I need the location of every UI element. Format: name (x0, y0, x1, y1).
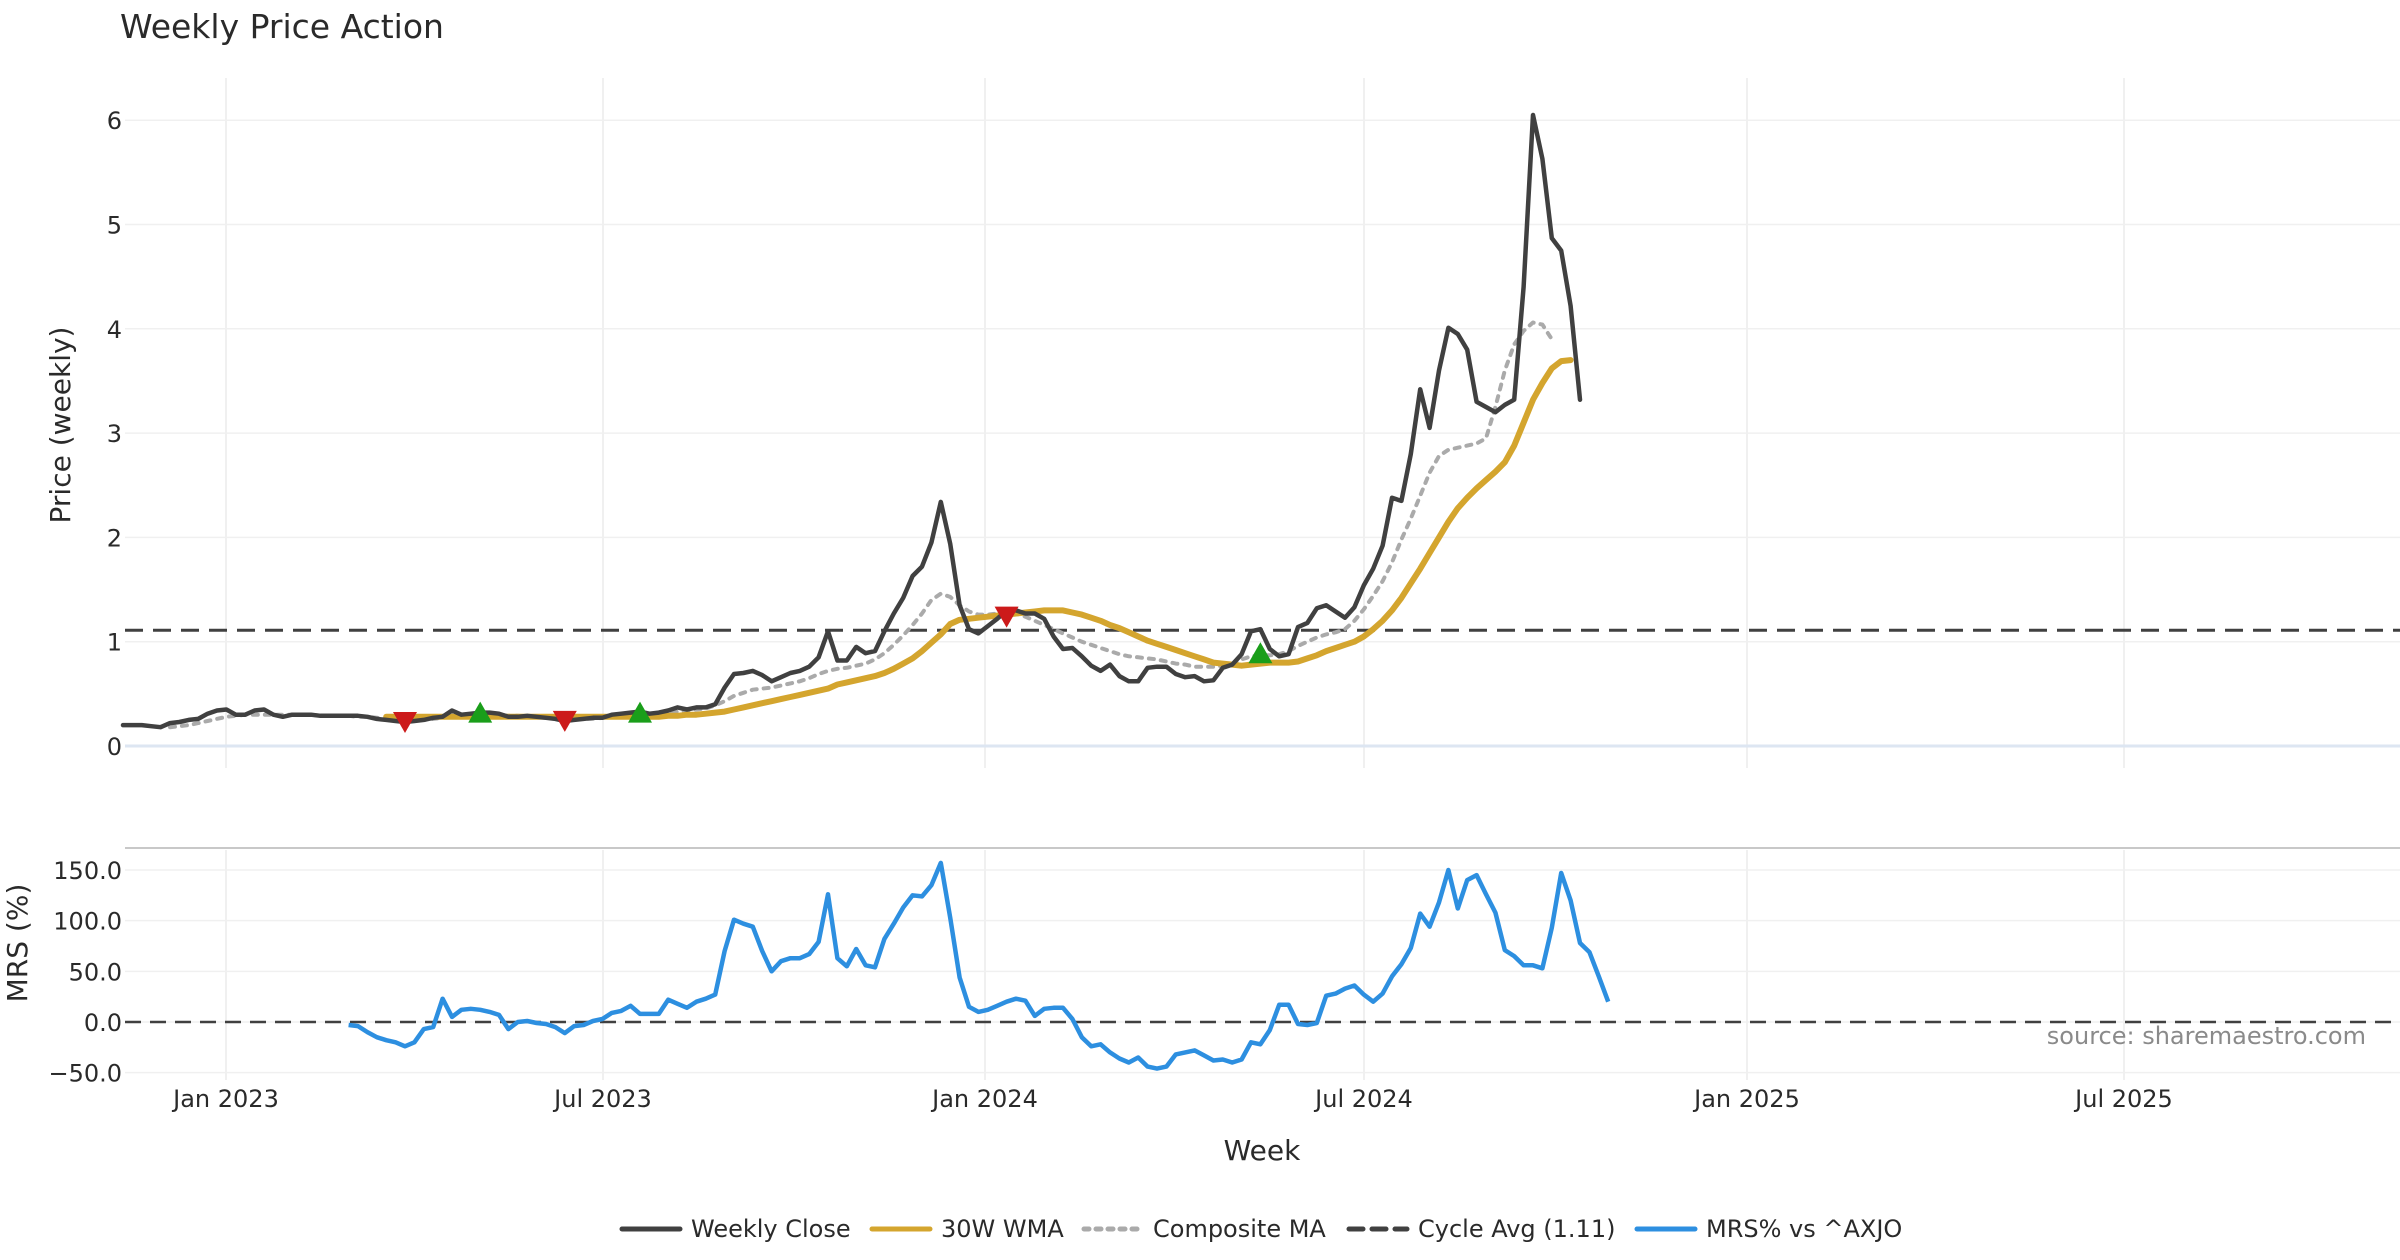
price-gridlines (125, 78, 2400, 768)
buy-signal-marker (468, 701, 493, 723)
x-tick-label: Jul 2024 (1313, 1085, 1413, 1113)
legend-30w-wma-label: 30W WMA (941, 1215, 1064, 1243)
series-30w-wma (383, 357, 1574, 720)
source-note: source: sharemaestro.com (2047, 1022, 2366, 1050)
chart-title: Weekly Price Action (120, 7, 444, 46)
sell-signal-marker (552, 710, 577, 732)
x-tick-label: Jan 2024 (930, 1085, 1038, 1113)
mrs-y-axis: 150.0 100.0 50.0 0.0 −50.0 (48, 857, 122, 1088)
mrs-series-group (348, 860, 1611, 1071)
price-y-tick-label: 4 (107, 316, 122, 344)
buy-signal-marker (1248, 642, 1273, 664)
x-tick-label: Jul 2023 (552, 1085, 652, 1113)
buy-signal-marker (628, 701, 652, 723)
mrs-y-tick-label: 50.0 (69, 958, 122, 986)
signal-markers (393, 606, 1273, 733)
x-tick-label: Jan 2025 (1692, 1085, 1800, 1113)
legend: Weekly Close 30W WMA Composite MA Cycle Avg… (619, 1215, 1902, 1243)
price-y-tick-label: 3 (107, 420, 122, 448)
price-y-tick-label: 6 (107, 107, 122, 135)
series-weekly-close (120, 112, 1583, 730)
price-y-axis: 0 1 2 3 4 5 6 (107, 107, 122, 761)
sell-signal-marker (994, 606, 1019, 628)
sell-signal-marker (393, 711, 417, 733)
series-mrs (348, 860, 1611, 1071)
mrs-y-axis-title: MRS (%) (1, 884, 34, 1003)
price-y-tick-label: 5 (107, 212, 122, 240)
price-y-axis-title: Price (weekly) (44, 327, 77, 524)
mrs-y-tick-label: −50.0 (48, 1060, 122, 1088)
mrs-y-tick-label: 100.0 (53, 908, 122, 936)
price-series-group (120, 112, 1583, 730)
price-y-tick-label: 2 (107, 524, 122, 552)
x-axis-title: Week (1224, 1134, 1301, 1167)
x-axis: Jan 2023 Jul 2023 Jan 2024 Jul 2024 Jan 2025… (171, 1085, 2173, 1113)
mrs-y-tick-label: 0.0 (84, 1009, 122, 1037)
price-y-tick-label: 0 (107, 733, 122, 761)
mrs-y-tick-label: 150.0 (53, 857, 122, 885)
x-tick-label: Jan 2023 (171, 1085, 279, 1113)
price-y-tick-label: 1 (107, 629, 122, 657)
x-tick-label: Jul 2025 (2073, 1085, 2173, 1113)
legend-composite-ma-label: Composite MA (1153, 1215, 1326, 1243)
legend-cycle-avg-label: Cycle Avg (1.11) (1418, 1215, 1615, 1243)
legend-weekly-close-label: Weekly Close (691, 1215, 851, 1243)
legend-mrs-label: MRS% vs ^AXJO (1706, 1215, 1902, 1243)
mrs-gridlines (125, 850, 2400, 1080)
series-composite-ma (168, 320, 1554, 730)
